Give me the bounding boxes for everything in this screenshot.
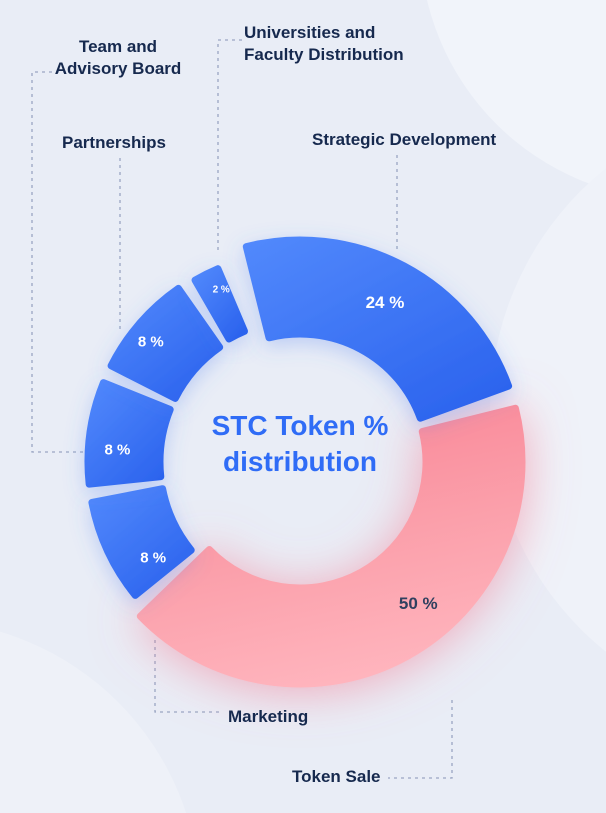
segment-strategic-development bbox=[242, 236, 513, 422]
donut-segments bbox=[84, 236, 526, 688]
segment-value-label-strategic-development: 24 % bbox=[366, 293, 405, 312]
segment-universities-and-faculty-distribution bbox=[191, 265, 249, 343]
category-label-token-sale: Token Sale bbox=[292, 767, 381, 786]
category-label-team-advisory-board: Team and Advisory Board bbox=[54, 37, 182, 78]
category-label-universities-faculty-distribution: Universities and Faculty Distribution bbox=[244, 23, 404, 64]
segment-value-label-partnerships: 8 % bbox=[138, 333, 164, 350]
category-label-strategic-development: Strategic Development bbox=[312, 130, 497, 149]
leader-lines bbox=[31, 39, 453, 779]
chart-center-title-line1: STC Token % bbox=[211, 410, 389, 441]
leader-marketing bbox=[154, 640, 222, 713]
leader-team-advisory-board bbox=[31, 71, 86, 453]
leader-token-sale bbox=[388, 700, 453, 779]
segment-value-label-token-sale: 50 % bbox=[399, 594, 438, 613]
category-label-partnerships: Partnerships bbox=[62, 133, 166, 152]
segment-partnerships bbox=[107, 284, 224, 402]
leader-universities bbox=[217, 39, 242, 252]
segment-team-and-advisory-board bbox=[84, 379, 174, 488]
segment-marketing bbox=[88, 485, 195, 599]
chart-center-title: STC Token % distribution bbox=[153, 408, 447, 481]
segment-value-labels: 50 % 24 % 8 % 8 % 8 % 2 % bbox=[105, 285, 438, 613]
segment-value-label-marketing: 8 % bbox=[140, 550, 166, 567]
category-label-marketing: Marketing bbox=[228, 707, 309, 726]
segment-token-sale bbox=[136, 404, 526, 688]
segment-value-label-universities-and-faculty-distribution: 2 % bbox=[213, 285, 230, 296]
chart-center-title-line2: distribution bbox=[223, 446, 377, 478]
segment-value-label-team-and-advisory-board: 8 % bbox=[105, 441, 131, 458]
